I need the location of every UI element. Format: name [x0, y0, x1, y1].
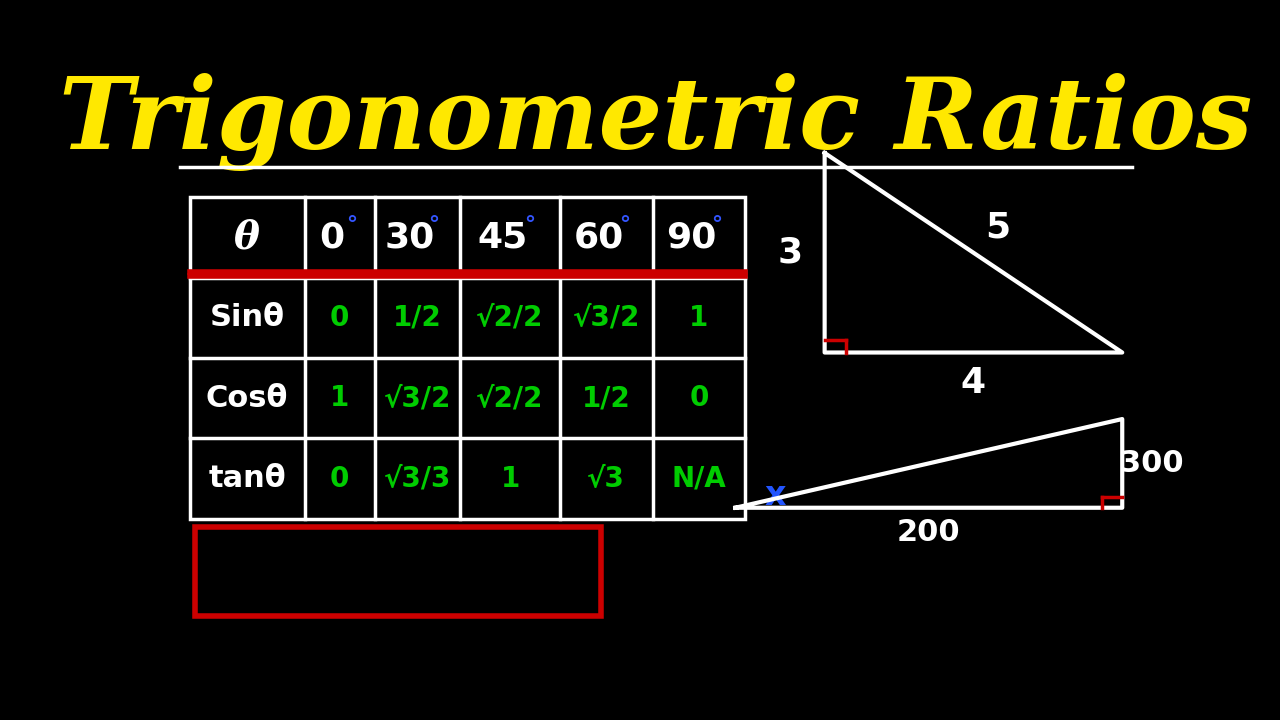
Text: 0: 0 [690, 384, 709, 413]
Text: 1: 1 [330, 384, 349, 413]
Text: √3/2: √3/2 [384, 384, 452, 413]
Text: °: ° [618, 215, 630, 235]
Text: °: ° [428, 215, 439, 235]
Text: 45: 45 [477, 220, 527, 254]
Text: 5: 5 [986, 211, 1011, 245]
Text: 3: 3 [777, 235, 803, 270]
Text: 1/2: 1/2 [393, 304, 442, 332]
Text: θ: θ [234, 218, 260, 256]
Text: tanθ: tanθ [209, 464, 285, 493]
Text: 0: 0 [319, 220, 344, 254]
Text: SOH CAH TOA: SOH CAH TOA [261, 551, 535, 593]
Text: 60: 60 [573, 220, 623, 254]
Text: 30: 30 [384, 220, 435, 254]
Text: √3/3: √3/3 [384, 464, 452, 492]
Text: √3/2: √3/2 [572, 304, 640, 332]
Text: √3: √3 [588, 464, 626, 492]
Text: 1: 1 [690, 304, 709, 332]
Text: √2/2: √2/2 [476, 304, 544, 332]
Text: Trigonometric Ratios: Trigonometric Ratios [59, 73, 1253, 171]
Text: 1: 1 [500, 464, 520, 492]
Text: 0: 0 [330, 464, 349, 492]
Text: x: x [764, 479, 786, 512]
Text: 4: 4 [961, 366, 986, 400]
Text: 1/2: 1/2 [582, 384, 631, 413]
Text: Sinθ: Sinθ [210, 303, 284, 333]
Text: °: ° [712, 215, 722, 235]
Text: 300: 300 [1120, 449, 1184, 478]
Text: √2/2: √2/2 [476, 384, 544, 413]
Text: 200: 200 [897, 518, 960, 547]
Text: 90: 90 [666, 220, 717, 254]
Text: 0: 0 [330, 304, 349, 332]
Text: °: ° [346, 215, 357, 235]
Bar [189, 197, 745, 519]
FancyBboxPatch shape [195, 527, 602, 616]
Text: Cosθ: Cosθ [206, 384, 288, 413]
Text: °: ° [525, 215, 536, 235]
Text: N/A: N/A [672, 464, 726, 492]
